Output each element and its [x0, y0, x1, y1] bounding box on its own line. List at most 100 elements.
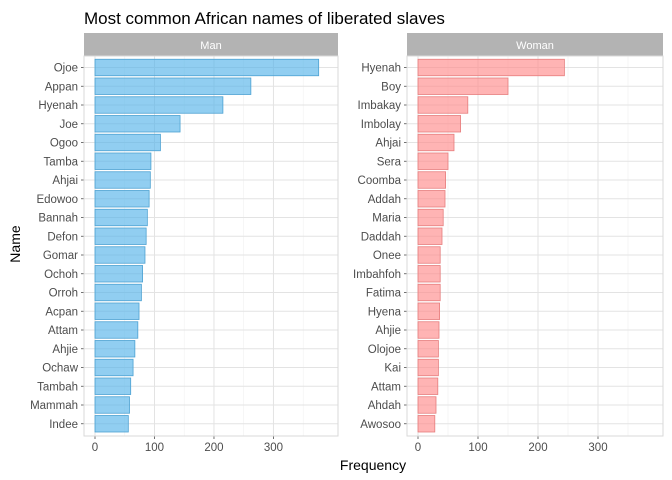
y-tick-label: Coomba	[358, 175, 402, 187]
bar-woman-hyenah	[417, 58, 565, 77]
y-tick-label: Imbolay	[361, 119, 402, 131]
y-tick-label: Joe	[59, 119, 78, 131]
y-tick-label: Addah	[368, 194, 401, 206]
panel-border-woman	[406, 55, 664, 437]
bar-man-indee	[94, 415, 129, 433]
bar-man-ahjie	[94, 340, 136, 358]
y-tick-label: Defon	[47, 231, 78, 243]
bar-man-ochoh	[94, 265, 143, 283]
bar-man-ahjai	[94, 171, 151, 189]
bar-woman-onee	[417, 246, 441, 264]
panel-woman: Woman Hyenah Boy Imbakay Imbolay Ahjai Sera Coo…	[353, 33, 664, 454]
bar-woman-olojoe	[417, 340, 439, 358]
x-tick-label: 0	[92, 442, 98, 454]
panel-border-man	[83, 55, 339, 437]
y-tick-label: Appan	[45, 81, 78, 93]
y-tick-label: Ahjai	[52, 175, 78, 187]
bar-man-tamba	[94, 152, 152, 170]
bar-man-mammah	[94, 396, 130, 414]
bar-man-hyenah	[94, 96, 224, 114]
bar-woman-awosoo	[417, 415, 436, 433]
y-tick-label: Daddah	[361, 231, 401, 243]
y-tick-label: Tamba	[43, 156, 78, 168]
x-tick-label: 200	[528, 442, 547, 454]
x-tick-label: 100	[145, 442, 164, 454]
y-tick-label: Ochaw	[42, 363, 78, 375]
y-tick-label: Attam	[371, 381, 401, 393]
bar-woman-maria	[417, 208, 444, 227]
facet-strip-man	[84, 33, 338, 56]
y-tick-label: Maria	[372, 213, 401, 225]
x-axis-label: Frequency	[340, 457, 406, 473]
y-tick-label: Bannah	[38, 213, 78, 225]
y-tick-label: Tambah	[37, 381, 78, 393]
y-tick-label: Imbahfoh	[353, 269, 401, 281]
y-tick-label: Imbakay	[358, 100, 402, 112]
x-tick-label: 200	[204, 442, 223, 454]
y-tick-label: Olojoe	[368, 344, 401, 356]
y-tick-label: Ahdah	[368, 400, 401, 412]
y-tick-label: Indee	[49, 419, 78, 431]
bar-woman-imbahfoh	[417, 265, 441, 283]
bar-woman-sera	[417, 152, 449, 170]
panels: Man Ojoe Appan Hyenah Joe Ogoo Tamba Ahjai Edowo…	[30, 33, 664, 454]
y-tick-label: Hyenah	[38, 100, 78, 112]
x-tick-label: 300	[588, 442, 607, 454]
y-tick-label: Ojoe	[54, 63, 78, 75]
facet-label-man: Man	[200, 40, 221, 52]
bar-man-acpan	[94, 302, 140, 320]
y-tick-label: Kai	[384, 363, 401, 375]
bar-man-tambah	[94, 377, 132, 395]
x-tick-label: 100	[468, 442, 487, 454]
y-tick-label: Awosoo	[360, 419, 401, 431]
bar-man-attam	[94, 321, 139, 339]
bar-man-appan	[94, 77, 252, 95]
bar-man-joe	[94, 115, 181, 133]
y-tick-label: Ahjai	[375, 138, 401, 150]
y-tick-label: Fatima	[366, 288, 402, 300]
y-tick-label: Attam	[48, 325, 78, 337]
bar-man-ogoo	[94, 133, 161, 152]
bar-man-edowoo	[94, 190, 150, 208]
bar-woman-addah	[417, 190, 446, 208]
bar-woman-imbolay	[417, 115, 461, 133]
y-tick-label: Mammah	[30, 400, 78, 412]
y-tick-label: Onee	[373, 250, 401, 262]
bar-woman-daddah	[417, 227, 443, 245]
y-tick-label: Hyena	[368, 306, 402, 318]
facet-label-woman: Woman	[516, 40, 554, 52]
y-tick-label: Ogoo	[50, 138, 78, 150]
bar-woman-kai	[417, 358, 439, 377]
bar-man-ochaw	[94, 358, 134, 377]
bar-woman-ahjie	[417, 321, 440, 339]
y-tick-label: Gomar	[43, 250, 78, 262]
bar-man-defon	[94, 227, 147, 245]
bar-man-gomar	[94, 246, 146, 264]
x-tick-label: 300	[264, 442, 283, 454]
bar-woman-imbakay	[417, 96, 469, 114]
bar-man-orroh	[94, 283, 142, 302]
bar-woman-hyena	[417, 302, 441, 320]
bar-woman-ahjai	[417, 133, 455, 152]
bar-woman-boy	[417, 77, 509, 95]
panel-man: Man Ojoe Appan Hyenah Joe Ogoo Tamba Ahjai Edowo…	[30, 33, 339, 454]
facet-strip-woman	[407, 33, 663, 56]
y-axis-label: Name	[7, 225, 23, 263]
y-tick-label: Acpan	[45, 306, 78, 318]
y-tick-label: Boy	[381, 81, 401, 93]
y-tick-label: Ochoh	[44, 269, 78, 281]
bar-woman-ahdah	[417, 396, 437, 414]
y-tick-label: Sera	[377, 156, 402, 168]
bar-woman-fatima	[417, 283, 441, 302]
bar-man-ojoe	[94, 58, 320, 77]
chart-title: Most common African names of liberated s…	[84, 9, 445, 28]
bar-woman-coomba	[417, 171, 447, 189]
x-tick-label: 0	[415, 442, 421, 454]
y-tick-label: Orroh	[49, 288, 78, 300]
y-tick-label: Hyenah	[361, 63, 401, 75]
y-tick-label: Ahjie	[52, 344, 78, 356]
y-tick-label: Ahjie	[375, 325, 401, 337]
bar-woman-attam	[417, 377, 439, 395]
bar-man-bannah	[94, 208, 148, 227]
